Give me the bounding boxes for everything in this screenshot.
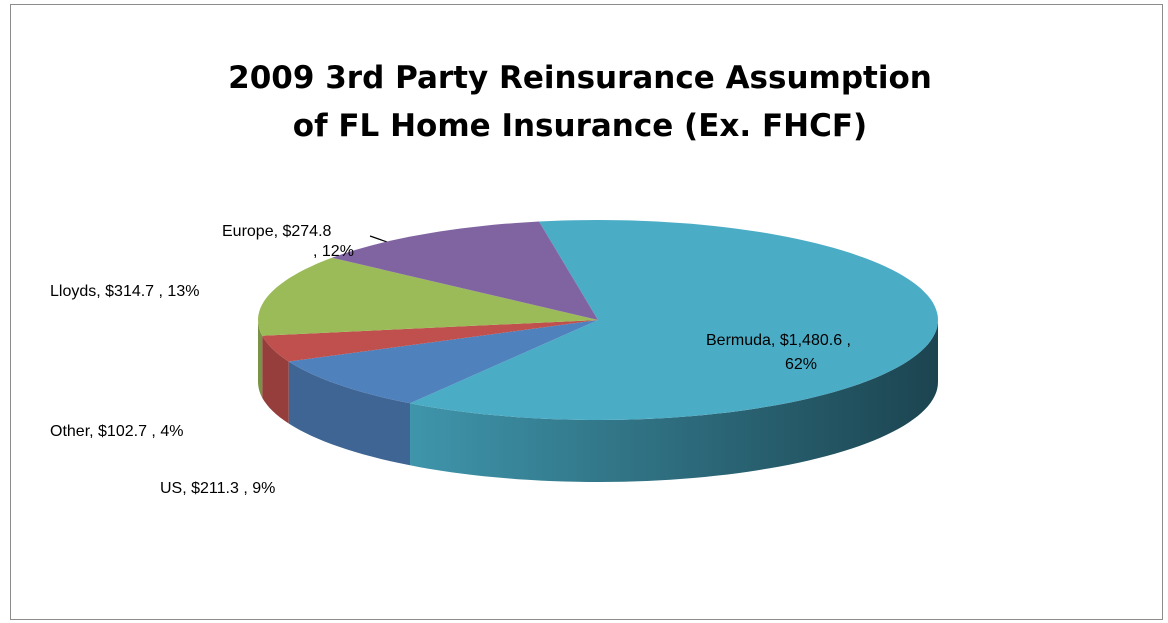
pie-slice [410,220,938,420]
chart-title: 2009 3rd Party Reinsurance Assumption [228,60,932,96]
data-label-part: , [182,480,191,497]
pie [258,220,938,482]
data-label-part: $1,480.6 [780,332,842,349]
data-label-part: $314.7 [105,283,154,300]
pie-slice [262,320,598,362]
data-label-part: 12% [322,243,354,260]
data-label: Bermuda, $1,480.6 , 62% [706,332,851,373]
data-label-part: , [154,283,167,300]
data-label-part: 9% [252,480,275,497]
pie-slice [258,257,598,336]
data-label-part: US [160,480,182,497]
data-label-part: , [147,423,160,440]
data-label-part: 13% [167,283,199,300]
data-label-part: 62% [785,356,817,373]
data-label-part: , [771,332,780,349]
data-label: Lloyds, $314.7 , 13% [50,283,199,300]
chart-title: of FL Home Insurance (Ex. FHCF) [293,108,867,144]
data-label-part: , [96,283,105,300]
pie-slice-side [288,361,410,466]
data-label-part: Other [50,423,91,440]
data-label-part: $211.3 [191,480,239,497]
data-label: Other, $102.7 , 4% [50,423,183,440]
pie-slice [331,221,598,320]
data-label-part: Bermuda [706,332,771,349]
pie-slice [288,320,598,404]
data-label-part: $102.7 [98,423,147,440]
data-label-part: , [239,480,252,497]
data-label-part: Lloyds [50,283,96,300]
data-label: US, $211.3 , 9% [160,480,275,497]
data-label-part: , [313,243,322,260]
data-label-part: 4% [160,423,183,440]
data-label-part: $274.8 [282,223,331,240]
pie-slice-side [262,335,289,424]
data-label-part: , [842,332,851,349]
data-label-part: , [274,223,283,240]
pie-slice-side [410,320,938,482]
pie-slice-side [258,320,263,398]
data-label-part: Europe [222,223,274,240]
data-label: Europe, $274.8, 12% [222,223,354,260]
data-label-part: , [89,423,98,440]
